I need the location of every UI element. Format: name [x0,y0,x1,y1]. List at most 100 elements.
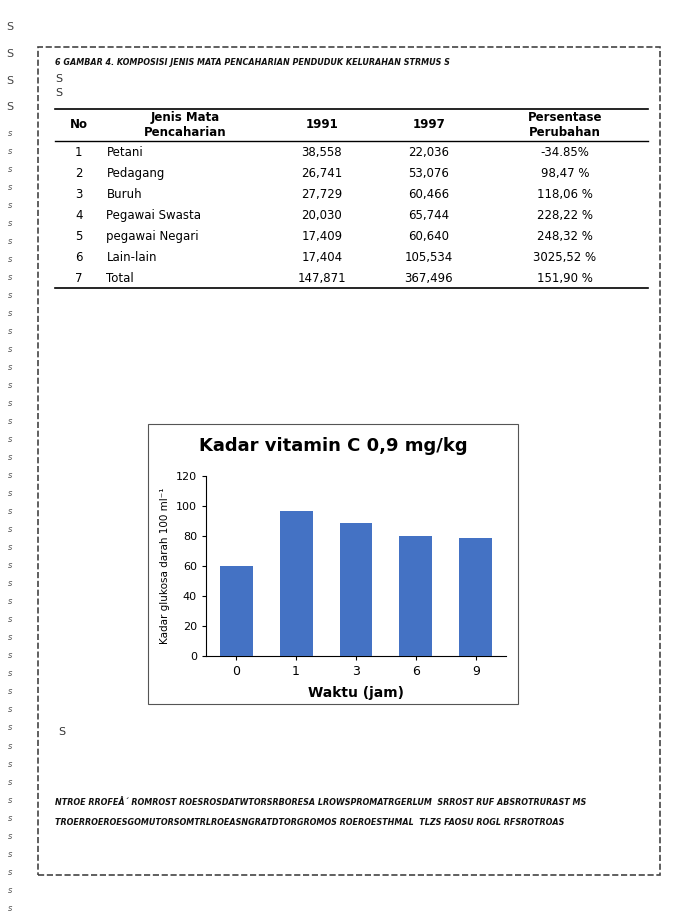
Text: s: s [8,832,12,841]
Text: s: s [8,904,12,913]
Text: s: s [8,310,12,318]
Text: s: s [8,633,12,643]
Bar [38,47,660,875]
Text: 6 GAMBAR 4. KOMPOSISI JENIS MATA PENCAHARIAN PENDUDUK KELURAHAN STRMUS S: 6 GAMBAR 4. KOMPOSISI JENIS MATA PENCAHA… [55,58,450,67]
Text: 98,47 %: 98,47 % [540,167,589,180]
Text: s: s [8,868,12,877]
Text: s: s [8,580,12,588]
Bar [279,511,312,656]
Text: NTROE RROFEÅ´ ROMROST ROESROSDATWTORSRBORESA LROWSPROMATRGERLUM  SRROST RUF ABSR: NTROE RROFEÅ´ ROMROST ROESROSDATWTORSRBO… [55,798,587,807]
Text: 3: 3 [75,188,83,201]
Text: s: s [8,849,12,858]
Text: 5: 5 [75,230,83,243]
Text: S: S [55,74,62,84]
Bar [148,424,518,704]
Text: 27,729: 27,729 [301,188,342,201]
Text: S: S [6,22,13,32]
Text: s: s [8,291,12,301]
Text: 7: 7 [75,272,83,285]
Text: Jenis Mata
Pencaharian: Jenis Mata Pencaharian [144,111,227,139]
Text: S: S [55,88,62,98]
Text: s: s [8,652,12,660]
Y-axis label: Kadar glukosa darah 100 ml⁻¹: Kadar glukosa darah 100 ml⁻¹ [160,488,170,644]
Text: S: S [6,76,13,86]
Text: Lain-lain: Lain-lain [106,251,157,264]
Text: s: s [8,507,12,516]
Text: s: s [8,382,12,391]
Text: 20,030: 20,030 [302,209,342,222]
Text: s: s [8,543,12,552]
Text: s: s [8,327,12,337]
Text: 4: 4 [75,209,83,222]
Text: s: s [8,363,12,372]
Text: Total: Total [106,272,134,285]
Text: s: s [8,885,12,894]
Text: s: s [8,760,12,769]
Text: s: s [8,238,12,246]
Text: s: s [8,219,12,229]
Text: No: No [70,119,88,132]
Text: Pegawai Swasta: Pegawai Swasta [106,209,202,222]
Text: s: s [8,418,12,427]
Text: pegawai Negari: pegawai Negari [106,230,199,243]
Text: Buruh: Buruh [106,188,142,201]
Text: s: s [8,202,12,210]
Text: S: S [6,102,13,112]
Text: 17,404: 17,404 [301,251,342,264]
Text: s: s [8,454,12,463]
Text: s: s [8,741,12,751]
Text: Petani: Petani [106,146,144,160]
Text: S: S [6,49,13,59]
Text: Persentase
Perubahan: Persentase Perubahan [528,111,602,139]
Bar [400,536,433,656]
Text: 53,076: 53,076 [408,167,449,180]
Text: 6: 6 [75,251,83,264]
Text: 1991: 1991 [305,119,338,132]
Text: 22,036: 22,036 [408,146,449,160]
Text: s: s [8,688,12,696]
Bar [459,538,492,656]
Text: 118,06 %: 118,06 % [537,188,593,201]
Text: 248,32 %: 248,32 % [537,230,593,243]
Text: s: s [8,490,12,499]
Text: s: s [8,255,12,265]
Text: s: s [8,274,12,282]
Text: s: s [8,561,12,571]
Text: s: s [8,129,12,138]
Text: s: s [8,399,12,408]
Text: 26,741: 26,741 [301,167,342,180]
Text: s: s [8,777,12,786]
Text: 228,22 %: 228,22 % [537,209,593,222]
Text: 60,640: 60,640 [408,230,449,243]
Text: s: s [8,616,12,624]
Text: s: s [8,526,12,535]
Bar [220,566,253,656]
Text: s: s [8,471,12,480]
Text: 2: 2 [75,167,83,180]
Text: 147,871: 147,871 [298,272,346,285]
Text: s: s [8,183,12,193]
Text: S: S [58,727,65,737]
Text: s: s [8,148,12,157]
Text: 17,409: 17,409 [301,230,342,243]
Text: Kadar vitamin C 0,9 mg/kg: Kadar vitamin C 0,9 mg/kg [199,437,468,455]
Text: -34.85%: -34.85% [540,146,589,160]
Text: TROERROEROESGOMUTORSOMTRLROEASNGRATDTORGROMOS ROEROESTHMAL  TLZS FAOSU ROGL RFSR: TROERROEROESGOMUTORSOMTRLROEASNGRATDTORG… [55,818,564,826]
Text: s: s [8,435,12,444]
Text: s: s [8,813,12,822]
Text: s: s [8,669,12,679]
Text: s: s [8,705,12,715]
Text: 3025,52 %: 3025,52 % [533,251,596,264]
Text: s: s [8,724,12,732]
Text: 151,90 %: 151,90 % [537,272,593,285]
Text: s: s [8,597,12,607]
Text: s: s [8,166,12,174]
Text: 105,534: 105,534 [405,251,453,264]
Text: s: s [8,796,12,805]
Text: 1997: 1997 [412,119,445,132]
Text: Pedagang: Pedagang [106,167,164,180]
X-axis label: Waktu (jam): Waktu (jam) [308,686,404,701]
Text: 38,558: 38,558 [302,146,342,160]
Text: 367,496: 367,496 [405,272,453,285]
Text: 60,466: 60,466 [408,188,449,201]
